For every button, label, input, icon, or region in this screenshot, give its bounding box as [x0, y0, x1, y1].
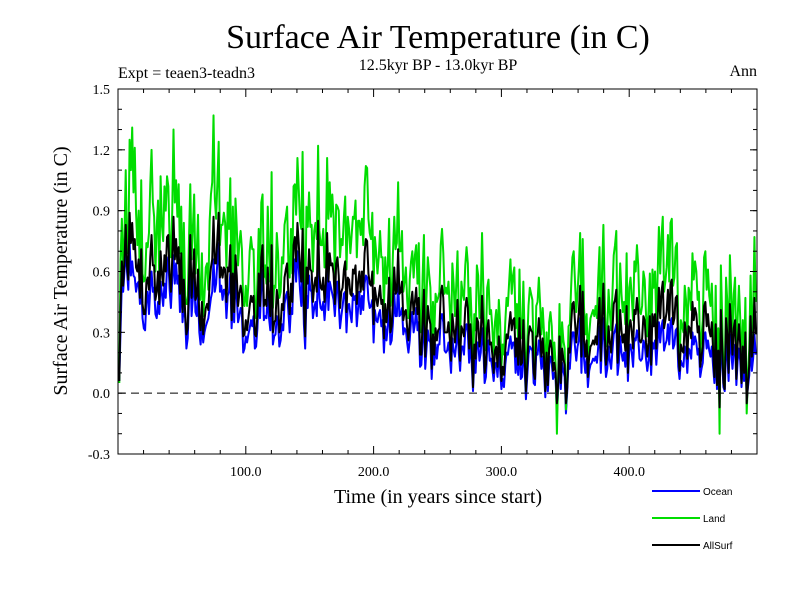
x-axis-label: Time (in years since start)	[334, 486, 542, 508]
y-tick-label: 0.3	[93, 326, 111, 341]
x-tick-label: 100.0	[230, 465, 262, 480]
x-tick-label: 200.0	[358, 465, 390, 480]
x-tick-label: 300.0	[486, 465, 518, 480]
x-tick-label: 400.0	[613, 465, 645, 480]
legend: Ocean Land AllSurf	[652, 487, 733, 552]
experiment-label: Expt = teaen3-teadn3	[118, 65, 255, 82]
y-axis-label: Surface Air Temperature (in C)	[50, 146, 72, 395]
plot-area: -0.3 0.0 0.3 0.6 0.9 1.2 1.5 100.0 200.0 300.0 400…	[88, 83, 758, 480]
legend-label-land: Land	[703, 514, 725, 525]
chart-title: Surface Air Temperature (in C)	[226, 19, 650, 56]
chart-subtitle: 12.5kyr BP - 13.0kyr BP	[359, 57, 518, 74]
legend-label-ocean: Ocean	[703, 487, 732, 498]
series-line-land	[118, 114, 757, 435]
legend-label-allsurf: AllSurf	[703, 541, 733, 552]
y-tick-label: 0.9	[93, 205, 111, 220]
y-tick-label: 0.0	[93, 387, 111, 402]
y-tick-label: -0.3	[88, 448, 110, 463]
y-tick-label: 1.2	[93, 144, 111, 159]
series-line-allsurf	[118, 211, 757, 409]
season-label: Ann	[729, 63, 757, 80]
y-tick-label: 0.6	[93, 266, 111, 281]
y-tick-label: 1.5	[93, 83, 111, 98]
